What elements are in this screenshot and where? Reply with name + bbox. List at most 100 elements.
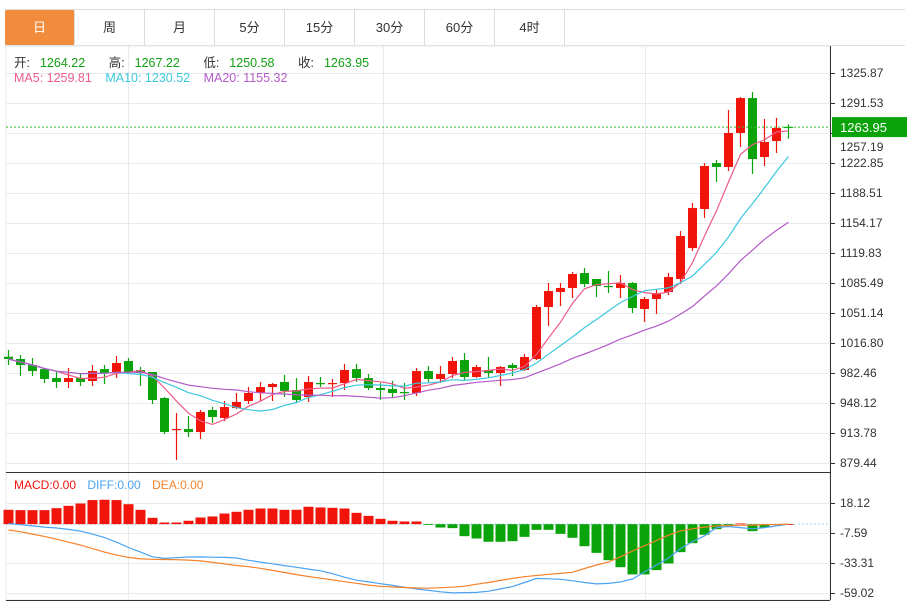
- candle-body: [688, 208, 697, 249]
- macd-bar: [51, 508, 62, 525]
- macd-y-tick-label: -59.02: [840, 586, 874, 600]
- candle-body: [604, 285, 613, 288]
- diff-value: DIFF:0.00: [87, 478, 141, 492]
- candle-body: [340, 370, 349, 384]
- macd-bar: [423, 524, 434, 525]
- candle-body: [412, 371, 421, 393]
- candle-body: [784, 126, 793, 129]
- macd-bar: [315, 507, 326, 525]
- candle-body: [256, 387, 265, 393]
- macd-bar: [459, 524, 470, 537]
- macd-bar: [519, 524, 530, 537]
- macd-bar: [39, 510, 50, 525]
- candle-body: [424, 371, 433, 380]
- tab-4[interactable]: 15分: [285, 10, 355, 45]
- macd-bar: [75, 503, 86, 525]
- candle-body: [508, 365, 517, 368]
- macd-bar: [375, 518, 386, 525]
- y-tick-label: 1291.53: [840, 96, 884, 110]
- y-tick-label: 948.12: [840, 396, 877, 410]
- candle-body: [760, 141, 769, 158]
- macd-bar: [711, 524, 722, 530]
- y-tick-label: 1051.14: [840, 306, 884, 320]
- macd-bar: [207, 516, 218, 525]
- candle-body: [304, 381, 313, 397]
- macd-bar: [183, 520, 194, 525]
- low-label: 低:: [203, 56, 220, 70]
- candle-body: [580, 273, 589, 285]
- candle-body: [520, 356, 529, 371]
- macd-bar: [507, 524, 518, 542]
- dea-line: [8, 523, 789, 589]
- macd-bar: [243, 509, 254, 525]
- candle-body: [724, 132, 733, 167]
- candle-body: [280, 381, 289, 391]
- macd-bar: [495, 524, 506, 542]
- candle-body: [268, 383, 277, 388]
- macd-bar: [135, 509, 146, 525]
- candle-body: [460, 360, 469, 377]
- y-tick-label: 1085.49: [840, 276, 884, 290]
- macd-bar: [159, 522, 170, 525]
- tab-5[interactable]: 30分: [355, 10, 425, 45]
- y-tick-label: 1188.51: [840, 186, 883, 200]
- high-label: 高:: [108, 56, 125, 70]
- macd-bar: [531, 524, 542, 530]
- current-price-badge: [832, 117, 907, 138]
- macd-bar: [363, 515, 374, 525]
- macd-bar: [387, 520, 398, 525]
- tab-7[interactable]: 4时: [495, 10, 565, 45]
- macd-bar: [195, 517, 206, 525]
- macd-bar: [639, 524, 650, 575]
- ma5-value: MA5: 1259.81: [14, 71, 92, 85]
- candle-body: [52, 378, 61, 382]
- y-tick-label: 1257.19: [840, 140, 884, 154]
- candle-body: [232, 401, 241, 409]
- candle-body: [772, 128, 781, 142]
- macd-bar: [279, 509, 290, 525]
- diff-line: [8, 523, 789, 594]
- y-tick-label: 1119.83: [840, 246, 882, 260]
- candle-body: [4, 356, 13, 359]
- tab-6[interactable]: 60分: [425, 10, 495, 45]
- macd-value: MACD:0.00: [14, 478, 77, 492]
- macd-bar: [123, 504, 134, 525]
- candle-body: [196, 412, 205, 433]
- candle-body: [352, 369, 361, 379]
- candle-body: [484, 370, 493, 373]
- tab-1[interactable]: 周: [75, 10, 145, 45]
- candle-body: [748, 98, 757, 160]
- candle-body: [436, 374, 445, 380]
- macd-bar: [231, 511, 242, 525]
- macd-bar: [555, 524, 566, 534]
- y-tick-label: 879.44: [840, 456, 877, 470]
- macd-bar: [411, 521, 422, 525]
- tab-3[interactable]: 5分: [215, 10, 285, 45]
- candle-body: [160, 398, 169, 433]
- macd-bar: [675, 524, 686, 553]
- macd-bar: [615, 524, 626, 568]
- tab-0[interactable]: 日: [5, 10, 75, 45]
- high-value: 1267.22: [134, 56, 180, 70]
- macd-bar: [627, 524, 638, 575]
- candle-body: [208, 410, 217, 418]
- ohlc-info: 开: 1264.22 高: 1267.22 低: 1250.58 收: 1263.95: [14, 52, 389, 71]
- candle-body: [28, 365, 37, 372]
- macd-bar: [3, 509, 14, 525]
- candle-body: [532, 307, 541, 359]
- tab-2[interactable]: 月: [145, 10, 215, 45]
- candle-body: [40, 369, 49, 380]
- candle-body: [100, 369, 109, 373]
- macd-bar: [579, 524, 590, 547]
- macd-bar: [291, 509, 302, 525]
- candle-body: [112, 363, 121, 373]
- candle-body: [712, 163, 721, 167]
- y-tick-label: 1325.87: [840, 66, 884, 80]
- macd-bar: [447, 524, 458, 529]
- close-label: 收:: [297, 56, 314, 70]
- macd-y-tick-label: -33.31: [840, 556, 874, 570]
- macd-bar: [351, 512, 362, 525]
- candle-body: [76, 378, 85, 382]
- candle-body: [244, 392, 253, 402]
- macd-info: MACD:0.00 DIFF:0.00 DEA:0.00: [14, 478, 213, 492]
